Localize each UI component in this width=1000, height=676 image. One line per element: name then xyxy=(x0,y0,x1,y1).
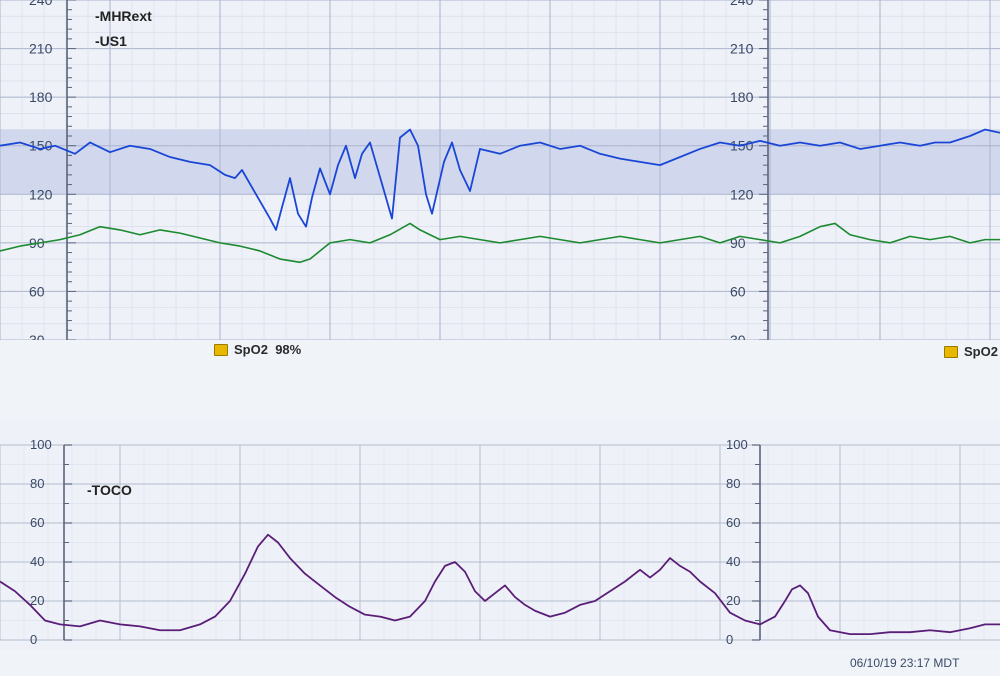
timestamp-corner: 06/10/19 23:17 MDT xyxy=(850,656,959,670)
spo2-text-left: SpO2 xyxy=(234,342,268,357)
svg-text:30: 30 xyxy=(730,332,746,340)
svg-text:40: 40 xyxy=(30,554,44,569)
spo2-value: 98% xyxy=(275,342,301,357)
svg-text:180: 180 xyxy=(29,89,53,105)
svg-text:20: 20 xyxy=(30,593,44,608)
svg-text:40: 40 xyxy=(726,554,740,569)
spo2-label-right: SpO2 xyxy=(964,344,998,359)
svg-text:120: 120 xyxy=(29,186,53,202)
svg-text:60: 60 xyxy=(29,283,45,299)
svg-text:80: 80 xyxy=(30,476,44,491)
toco-svg: 0 0 20 20 40 40 60 60 80 80 100 100 xyxy=(0,420,1000,650)
series-label-us1: -US1 xyxy=(95,33,127,49)
svg-text:60: 60 xyxy=(730,283,746,299)
svg-text:0: 0 xyxy=(30,632,37,647)
svg-text:30: 30 xyxy=(29,332,45,340)
fhr-chart: 3030606090901201201501501801802102102402… xyxy=(0,0,1000,340)
series-label-mhrext: -MHRext xyxy=(95,8,152,24)
spo2-icon-left xyxy=(214,344,228,356)
svg-text:180: 180 xyxy=(730,89,754,105)
svg-text:60: 60 xyxy=(726,515,740,530)
svg-text:240: 240 xyxy=(29,0,53,8)
svg-text:80: 80 xyxy=(726,476,740,491)
spo2-bar: SpO2 98% SpO2 xyxy=(0,340,1000,364)
spo2-icon-right xyxy=(944,346,958,358)
svg-text:240: 240 xyxy=(730,0,754,8)
svg-text:210: 210 xyxy=(29,41,53,57)
svg-text:100: 100 xyxy=(30,437,52,452)
svg-text:210: 210 xyxy=(730,41,754,57)
svg-text:20: 20 xyxy=(726,593,740,608)
fhr-svg: 3030606090901201201501501801802102102402… xyxy=(0,0,1000,340)
svg-text:120: 120 xyxy=(730,186,754,202)
spo2-label-left: SpO2 98% xyxy=(234,342,301,357)
svg-text:60: 60 xyxy=(30,515,44,530)
toco-chart: 0 0 20 20 40 40 60 60 80 80 100 100 -TOCO xyxy=(0,420,1000,650)
series-label-toco: -TOCO xyxy=(87,482,132,498)
svg-text:100: 100 xyxy=(726,437,748,452)
svg-text:0: 0 xyxy=(726,632,733,647)
